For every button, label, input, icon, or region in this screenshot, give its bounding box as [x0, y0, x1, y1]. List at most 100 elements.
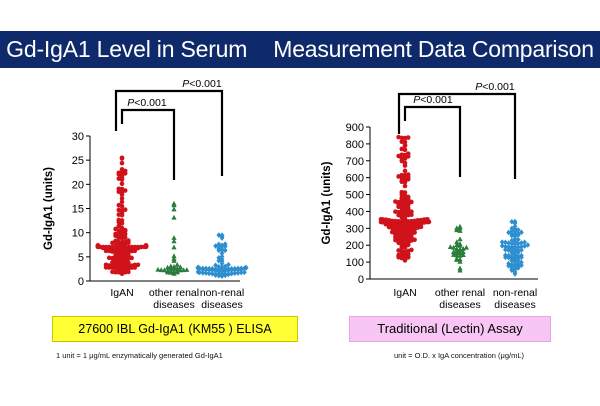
data-point	[405, 135, 411, 140]
data-point	[132, 262, 138, 268]
data-point	[503, 252, 508, 258]
data-point	[119, 199, 125, 205]
data-point	[165, 264, 171, 270]
data-point	[226, 261, 231, 268]
y-tick-label: 200	[346, 240, 364, 252]
data-point	[126, 244, 131, 250]
data-point	[509, 253, 515, 260]
data-point	[393, 218, 398, 224]
data-point	[106, 244, 112, 250]
data-point	[229, 265, 234, 272]
data-point	[222, 263, 228, 270]
data-point	[515, 244, 521, 250]
data-point	[210, 270, 215, 277]
data-point	[143, 243, 149, 248]
data-point	[126, 238, 131, 243]
data-point	[457, 241, 463, 246]
data-point	[103, 262, 109, 268]
banner-title-right: Measurement Data Comparison	[273, 36, 594, 62]
data-point	[509, 225, 515, 232]
y-tick-label: 500	[346, 190, 364, 202]
data-point	[195, 269, 201, 275]
y-tick-label: 0	[78, 276, 84, 288]
data-point	[213, 243, 218, 249]
left-assay-caption: 27600 IBL Gd-IgA1 (KM55 ) ELISA	[52, 316, 298, 342]
data-point	[519, 229, 524, 236]
left-unit-note: 1 unit = 1 μg/mL enzymatically generated…	[56, 351, 223, 360]
data-point	[171, 206, 177, 212]
data-point	[515, 236, 521, 243]
data-point	[177, 264, 183, 270]
data-point	[174, 261, 180, 267]
data-point	[454, 225, 460, 231]
data-point	[396, 248, 401, 253]
y-tick-label: 30	[72, 131, 84, 143]
data-point	[168, 263, 174, 269]
data-point	[399, 146, 405, 152]
y-tick-label: 700	[346, 156, 364, 168]
data-point	[451, 252, 457, 257]
data-point	[522, 243, 527, 249]
data-point	[506, 244, 511, 250]
y-tick-label: 0	[358, 274, 364, 286]
banner: Gd-IgA1 Level in Serum Measurement Data C…	[0, 31, 600, 68]
data-point	[412, 230, 417, 235]
data-point	[129, 244, 134, 250]
y-tick-label: 25	[72, 155, 84, 167]
data-point	[171, 200, 177, 206]
data-point	[122, 244, 128, 250]
data-point	[200, 265, 206, 272]
data-point	[503, 243, 508, 250]
data-point	[219, 232, 225, 238]
data-point	[512, 266, 518, 273]
data-point	[95, 243, 101, 248]
data-point	[119, 196, 125, 201]
y-tick-label: 5	[78, 252, 84, 264]
data-point	[515, 227, 521, 233]
data-point	[509, 244, 515, 250]
y-tick-label: 800	[346, 139, 364, 151]
data-point	[522, 239, 527, 246]
data-point	[110, 269, 115, 275]
data-point	[402, 183, 408, 189]
y-tick-label: 10	[72, 228, 84, 240]
data-point	[138, 244, 144, 250]
comparison-bracket	[403, 105, 462, 177]
data-point	[454, 246, 460, 251]
data-point	[399, 189, 405, 195]
chart-right: 0 100 200 300 400 500 600 700 800 900 Gd-IgA1 (uni…	[321, 81, 538, 311]
data-point	[509, 261, 515, 268]
data-point	[110, 244, 115, 250]
data-point	[216, 232, 222, 238]
category-label: IgAN	[110, 287, 133, 299]
p-value-label: P<0.001	[475, 81, 515, 93]
data-point	[412, 237, 417, 243]
data-point	[135, 262, 141, 268]
y-tick-label: 300	[346, 223, 364, 235]
data-point	[399, 195, 405, 201]
data-point	[519, 252, 524, 259]
data-point	[454, 239, 460, 245]
y-tick-label: 400	[346, 206, 364, 218]
data-point	[399, 172, 405, 178]
data-point	[399, 178, 405, 184]
category-label: other renal diseases	[149, 287, 199, 311]
category-label: non-renal diseases	[200, 287, 244, 311]
data-point	[509, 228, 515, 235]
data-point	[171, 253, 177, 259]
data-point	[512, 244, 518, 250]
data-point	[457, 223, 463, 229]
data-point	[525, 242, 531, 248]
data-point	[232, 270, 238, 277]
data-point	[399, 152, 405, 158]
data-point	[126, 252, 131, 258]
data-point	[499, 239, 505, 245]
data-point	[509, 218, 515, 225]
data-point	[425, 216, 430, 222]
data-point	[226, 266, 231, 272]
data-point	[229, 270, 234, 277]
data-point	[116, 223, 122, 229]
y-axis-label: Gd-IgA1 (units)	[43, 167, 55, 250]
data-point	[171, 238, 177, 244]
data-point	[378, 216, 384, 222]
